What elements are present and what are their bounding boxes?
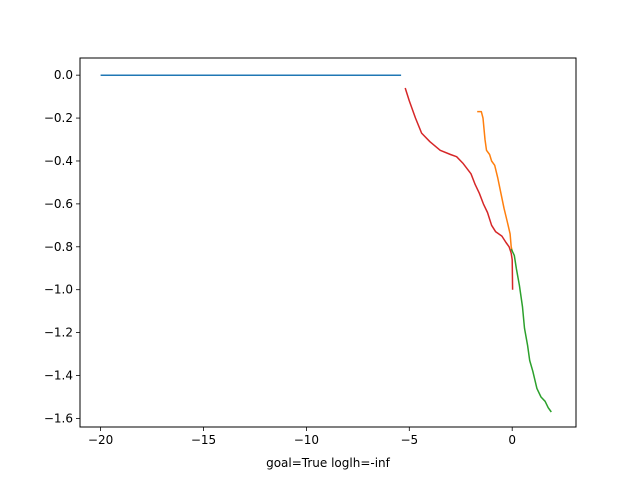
x-tick-label: −10 [294,433,319,447]
series-line-3 [510,248,552,413]
y-tick-label: −0.4 [44,154,73,168]
y-tick-label: −1.0 [44,283,73,297]
x-tick-label: 0 [508,433,516,447]
x-tick-label: −5 [400,433,418,447]
x-axis-label: goal=True loglh=-inf [266,456,391,470]
y-tick-label: −0.2 [44,111,73,125]
y-tick-label: −0.8 [44,240,73,254]
x-axis-ticks: −20 −15 −10 −5 0 [88,427,516,447]
y-tick-label: −1.4 [44,369,73,383]
x-tick-label: −15 [191,433,216,447]
series-line-2 [477,110,513,252]
y-axis-ticks: 0.0 −0.2 −0.4 −0.6 −0.8 −1.0 −1.2 −1.4 −1.6 [44,68,80,425]
y-tick-label: −0.6 [44,197,73,211]
series-line-4 [404,87,514,290]
y-tick-label: −1.2 [44,326,73,340]
plot-frame [79,57,577,428]
y-tick-label: −1.6 [44,411,73,425]
x-tick-label: −20 [88,433,113,447]
y-tick-label: 0.0 [54,68,73,82]
series-layer [100,74,552,413]
